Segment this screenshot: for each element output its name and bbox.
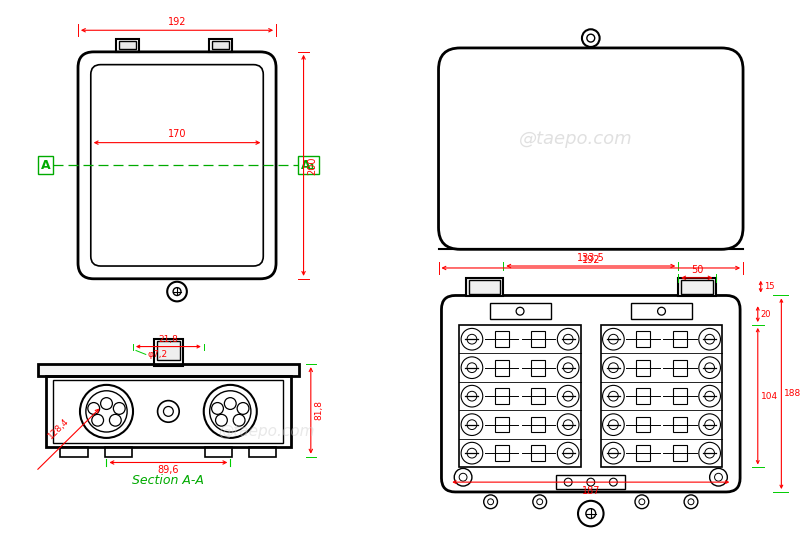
Text: 128,4: 128,4 xyxy=(47,417,71,441)
Bar xyxy=(601,325,723,467)
Bar xyxy=(531,360,545,375)
Bar xyxy=(531,332,545,347)
Bar xyxy=(495,417,509,433)
Text: A₁: A₁ xyxy=(301,159,316,172)
Bar xyxy=(119,41,136,49)
Text: φ7,2: φ7,2 xyxy=(148,350,168,359)
Text: 15: 15 xyxy=(764,282,774,291)
Bar xyxy=(636,360,650,375)
Text: 133,5: 133,5 xyxy=(577,253,605,263)
Bar xyxy=(673,332,687,347)
Bar xyxy=(469,280,500,294)
Bar xyxy=(531,388,545,404)
Bar xyxy=(678,278,715,296)
Bar xyxy=(495,388,509,404)
Bar xyxy=(636,445,650,461)
Bar xyxy=(495,332,509,347)
Bar xyxy=(495,360,509,375)
Bar xyxy=(557,475,626,489)
Text: 104: 104 xyxy=(761,391,778,400)
Bar xyxy=(636,417,650,433)
Bar xyxy=(681,280,713,294)
Bar xyxy=(38,364,299,376)
Bar xyxy=(249,447,277,457)
Bar xyxy=(531,445,545,461)
Bar xyxy=(209,39,233,52)
Bar xyxy=(489,303,550,319)
Bar xyxy=(46,376,291,447)
Text: 188: 188 xyxy=(784,389,801,398)
Bar xyxy=(673,360,687,375)
Bar xyxy=(115,39,140,52)
Bar xyxy=(154,339,183,366)
Bar xyxy=(60,447,88,457)
Text: 81,8: 81,8 xyxy=(314,400,324,420)
Bar xyxy=(673,388,687,404)
Bar xyxy=(54,380,283,443)
Bar xyxy=(205,447,233,457)
Text: A: A xyxy=(41,159,51,172)
Text: @taepo.com: @taepo.com xyxy=(519,130,632,147)
Text: 170: 170 xyxy=(168,129,186,139)
Text: 50: 50 xyxy=(691,265,703,275)
Bar xyxy=(631,303,692,319)
Bar xyxy=(104,447,132,457)
Text: Section A-A: Section A-A xyxy=(132,474,205,487)
Bar xyxy=(156,341,180,360)
Bar xyxy=(212,41,229,49)
Bar xyxy=(460,325,581,467)
Bar xyxy=(495,445,509,461)
Text: 20: 20 xyxy=(761,310,772,319)
Bar xyxy=(673,417,687,433)
Bar xyxy=(636,388,650,404)
Bar xyxy=(636,332,650,347)
Bar xyxy=(531,417,545,433)
Text: 192: 192 xyxy=(581,255,600,265)
Text: 200: 200 xyxy=(307,156,318,175)
Bar xyxy=(673,445,687,461)
Text: 192: 192 xyxy=(168,17,186,27)
Text: 21,8: 21,8 xyxy=(159,335,178,343)
Text: 187: 187 xyxy=(581,486,600,496)
Bar xyxy=(466,278,504,296)
Text: @taepo.com: @taepo.com xyxy=(218,423,315,438)
Text: 89,6: 89,6 xyxy=(158,466,179,475)
